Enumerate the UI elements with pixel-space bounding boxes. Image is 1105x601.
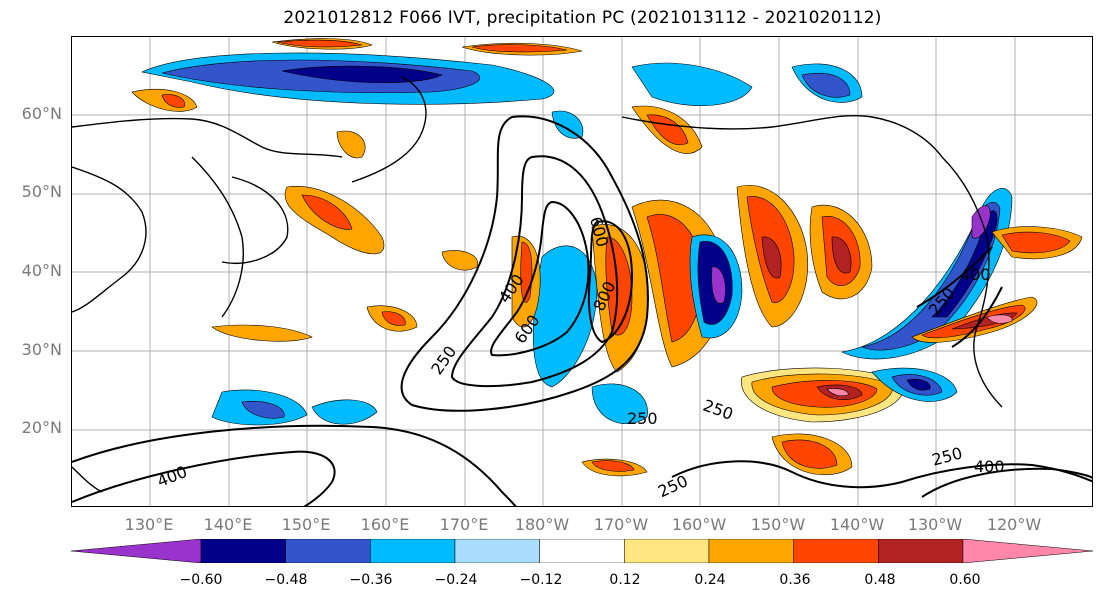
lon-label-120w: 120°W: [986, 515, 1042, 534]
colorbar-cell: [200, 539, 286, 563]
contour-label: 250: [627, 409, 658, 428]
colorbar-tick: −0.48: [264, 572, 308, 588]
lon-label-170w: 170°W: [593, 515, 649, 534]
lat-label-20n: 20°N: [21, 418, 62, 437]
colorbar-cell: [71, 539, 202, 563]
contour-label: 250: [427, 342, 460, 378]
map-panel: 250 400 600 600 800 250 250 250 250 400 …: [71, 36, 1093, 507]
colorbar-tick: 0.48: [864, 572, 896, 588]
contour-label: 250: [930, 443, 964, 469]
colorbar-cell: [454, 539, 540, 563]
colorbar-tick: −0.24: [434, 572, 478, 588]
colorbar-cell: [285, 539, 371, 563]
ivt-contours: [72, 115, 1092, 506]
lon-label-160e: 160°E: [360, 515, 410, 534]
contour-label: 250: [655, 471, 691, 501]
colorbar-tick: 0.12: [609, 572, 641, 588]
map-canvas: 250 400 600 600 800 250 250 250 250 400 …: [72, 37, 1092, 506]
colorbar-tick: −0.12: [519, 572, 563, 588]
contour-label: 600: [586, 215, 612, 249]
colorbar-cell: [962, 539, 1093, 563]
colorbar-cell: [539, 539, 625, 563]
colorbar-cell: [708, 539, 794, 563]
lon-label-150e: 150°E: [281, 515, 331, 534]
colorbar-cell: [878, 539, 964, 563]
colorbar-cell: [624, 539, 710, 563]
colorbar-tick: 0.60: [949, 572, 981, 588]
contour-label: 400: [960, 265, 991, 284]
lon-label-130e: 130°E: [124, 515, 174, 534]
lon-label-150w: 150°W: [750, 515, 806, 534]
lon-label-180w: 180°W: [514, 515, 570, 534]
colorbar-cells: [71, 539, 1093, 563]
colorbar-cell: [793, 539, 879, 563]
contour-label: 400: [154, 462, 189, 491]
lon-label-160w: 160°W: [671, 515, 727, 534]
contour-label: 400: [974, 457, 1005, 476]
lon-label-140w: 140°W: [829, 515, 885, 534]
colorbar-tick: 0.24: [694, 572, 726, 588]
colorbar-tick: −0.60: [179, 572, 223, 588]
lat-label-40n: 40°N: [21, 261, 62, 280]
colorbar-tick: 0.36: [779, 572, 811, 588]
lon-label-130w: 130°W: [907, 515, 963, 534]
colorbar-tick: −0.36: [349, 572, 393, 588]
colorbar-cell: [370, 539, 456, 563]
precipitation-shading: [131, 38, 1083, 477]
lon-label-140e: 140°E: [203, 515, 253, 534]
lat-label-30n: 30°N: [21, 340, 62, 359]
colorbar: [71, 539, 1093, 563]
lat-label-60n: 60°N: [21, 104, 62, 123]
map-title: 2021012812 F066 IVT, precipitation PC (2…: [283, 8, 882, 28]
lat-label-50n: 50°N: [21, 182, 62, 201]
contour-label: 250: [701, 396, 736, 424]
lon-label-170e: 170°E: [439, 515, 489, 534]
